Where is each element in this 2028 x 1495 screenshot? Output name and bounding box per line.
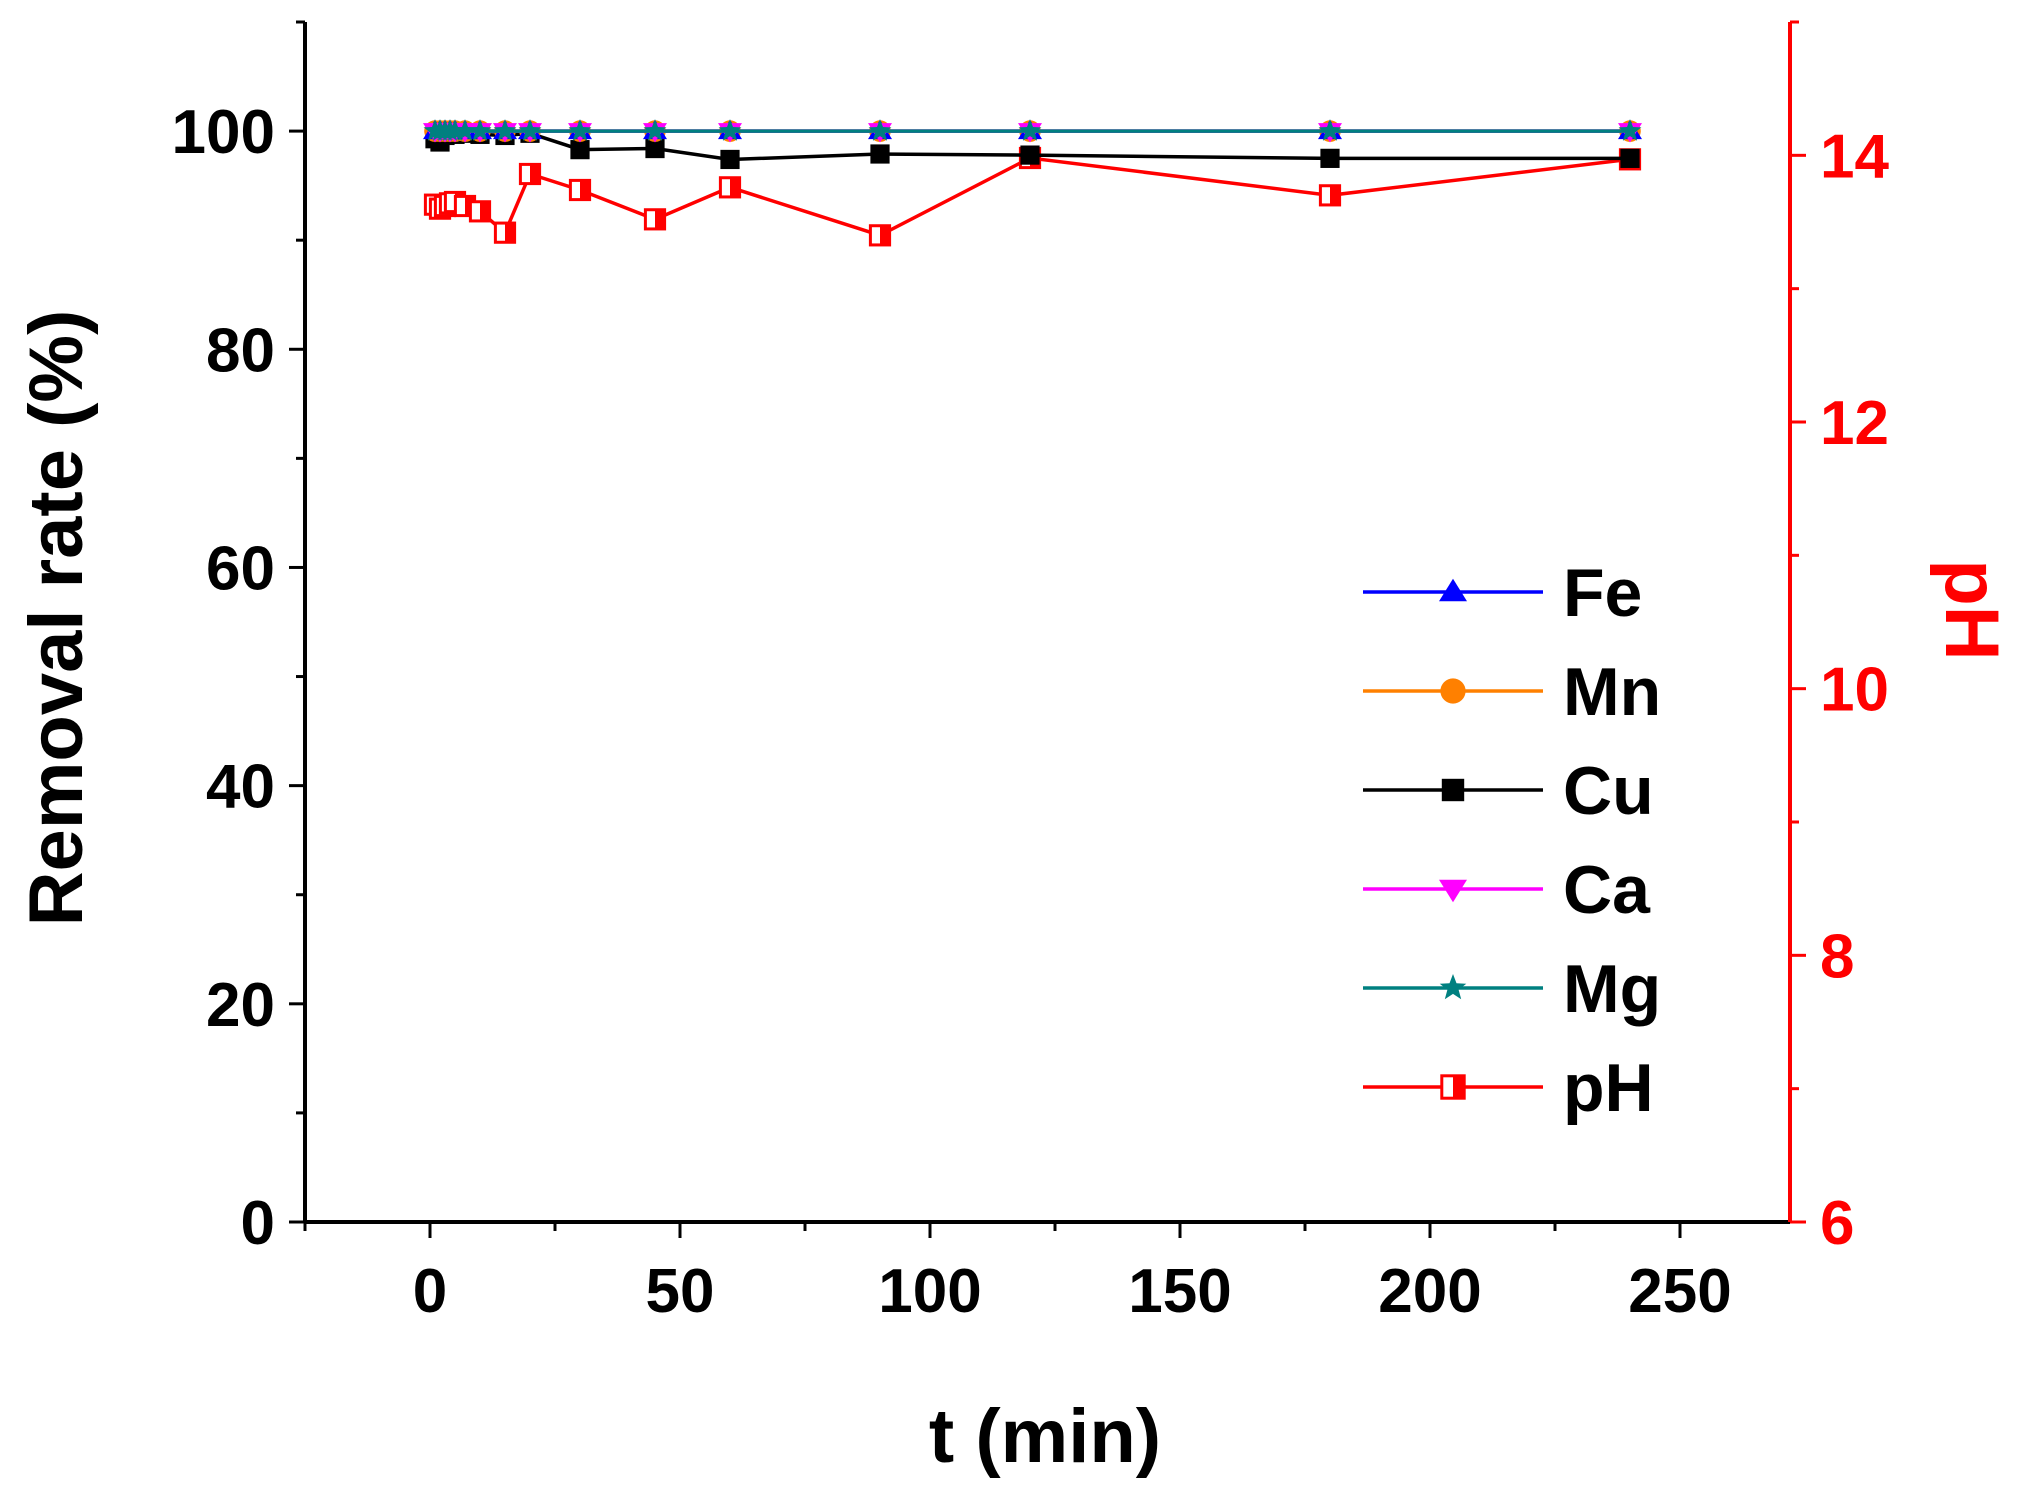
legend-entry-ca: Ca — [1363, 852, 1651, 928]
legend-label-ph: pH — [1563, 1050, 1654, 1126]
y2-tick-label: 12 — [1820, 389, 1889, 458]
data-point-mg — [718, 119, 742, 141]
y-tick-label: 60 — [206, 534, 275, 603]
data-point-mg — [443, 119, 467, 141]
data-point-mg — [1318, 119, 1342, 141]
data-point-mg — [643, 119, 667, 141]
y-tick-label: 40 — [206, 753, 275, 822]
series-line-ph — [433, 156, 1631, 238]
x-tick-label: 200 — [1378, 1257, 1481, 1326]
data-point-mg — [568, 119, 592, 141]
legend-entry-mg: Mg — [1363, 951, 1661, 1027]
data-point-mg — [453, 119, 477, 141]
data-point-cu — [1320, 148, 1340, 168]
data-point-ph — [868, 224, 892, 247]
y2-axis-title: pH — [1929, 559, 2014, 660]
legend-label-mg: Mg — [1563, 951, 1661, 1027]
legend-entry-fe: Fe — [1363, 555, 1642, 631]
x-axis-title: t (min) — [929, 1394, 1161, 1479]
legend-label-mn: Mn — [1563, 654, 1661, 730]
data-point-ph — [468, 200, 492, 223]
legend-marker-ph — [1440, 1074, 1466, 1100]
data-point-cu — [1620, 148, 1640, 168]
y2-tick-label: 8 — [1820, 922, 1854, 991]
legend-entry-cu: Cu — [1363, 753, 1654, 829]
legend-marker-mn — [1440, 678, 1466, 704]
data-point-mg — [518, 119, 542, 141]
y-tick-label: 0 — [241, 1189, 275, 1258]
x-tick-label: 0 — [413, 1257, 447, 1326]
data-point-cu — [1020, 145, 1040, 165]
plot-area — [423, 119, 1642, 247]
x-tick-label: 250 — [1628, 1257, 1731, 1326]
y2-tick-label: 6 — [1820, 1189, 1854, 1258]
legend: Fe Mn Cu Ca Mg pH — [1363, 555, 1661, 1126]
legend-entry-ph: pH — [1363, 1050, 1654, 1126]
legend-entry-mn: Mn — [1363, 654, 1661, 730]
data-point-ph — [718, 176, 742, 199]
legend-marker-cu — [1441, 778, 1465, 802]
axes: 0 20 40 60 80 100 0 50 100 150 200 250 6 8 10 12 14 — [172, 20, 1889, 1326]
x-tick-label: 150 — [1128, 1257, 1231, 1326]
data-point-ph — [518, 162, 542, 186]
y-tick-label: 100 — [172, 98, 275, 167]
legend-label-cu: Cu — [1563, 753, 1654, 829]
y-tick-label: 20 — [206, 971, 275, 1040]
y2-tick-label: 14 — [1820, 122, 1889, 191]
legend-label-ca: Ca — [1563, 852, 1651, 928]
y-axis-title: Removal rate (%) — [14, 310, 99, 927]
legend-marker-mg — [1439, 974, 1467, 1000]
data-point-mg — [468, 119, 492, 141]
data-point-cu — [645, 138, 665, 159]
y2-tick-label: 10 — [1820, 656, 1889, 725]
data-point-cu — [870, 144, 890, 164]
x-tick-label: 50 — [646, 1257, 715, 1326]
data-point-cu — [720, 149, 740, 170]
y-tick-label: 80 — [206, 316, 275, 385]
series-ph — [423, 146, 1642, 247]
data-point-ph — [1318, 184, 1342, 207]
legend-marker-fe — [1439, 578, 1467, 602]
data-point-mg — [1018, 119, 1042, 141]
data-point-mg — [1618, 119, 1642, 141]
legend-label-fe: Fe — [1563, 555, 1642, 631]
series-mg — [423, 119, 1642, 141]
data-point-ph — [568, 178, 592, 202]
x-tick-label: 100 — [878, 1257, 981, 1326]
data-point-mg — [868, 119, 892, 141]
data-point-ph — [643, 208, 667, 231]
data-point-cu — [570, 140, 590, 160]
data-point-mg — [493, 119, 517, 141]
legend-marker-ca — [1439, 879, 1467, 903]
data-point-ph — [493, 221, 517, 244]
